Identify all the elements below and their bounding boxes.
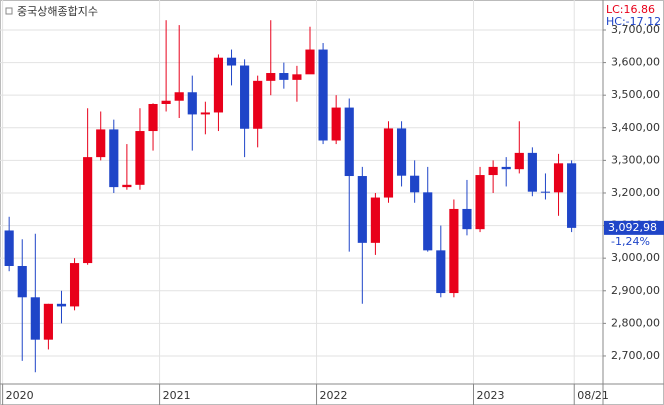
candle-body xyxy=(253,80,263,129)
y-tick-label: 3,700,00 xyxy=(611,23,660,36)
candle-body xyxy=(200,112,210,115)
candle-body xyxy=(240,65,250,129)
candle-body xyxy=(43,303,53,340)
candle-body xyxy=(567,163,577,228)
x-tick-label: 2020 xyxy=(6,389,34,402)
x-tick-label: 2022 xyxy=(320,389,348,402)
candle-body xyxy=(410,175,420,193)
candle-body xyxy=(17,265,27,298)
y-tick-label: 3,200,00 xyxy=(611,186,660,199)
y-tick-label: 3,300,00 xyxy=(611,153,660,166)
y-tick-label: 3,600,00 xyxy=(611,56,660,69)
candle-body xyxy=(161,100,171,104)
y-tick-label: 3,000,00 xyxy=(611,251,660,264)
y-tick-label: 3,400,00 xyxy=(611,121,660,134)
y-tick-label: 2,800,00 xyxy=(611,316,660,329)
candle-body xyxy=(4,230,14,266)
candle-body xyxy=(96,129,106,158)
candle-body xyxy=(318,49,328,141)
candle-body xyxy=(527,152,537,192)
y-tick-label: 2,700,00 xyxy=(611,349,660,362)
change-label: -1,24% xyxy=(611,235,650,248)
hc-label: HC:-17.12 xyxy=(606,15,661,28)
candle-body xyxy=(122,184,132,188)
candle-body xyxy=(187,92,197,115)
x-tick-label: 08/21 xyxy=(577,389,609,402)
legend-icon xyxy=(5,7,13,15)
candle-body xyxy=(553,163,564,193)
candle-body xyxy=(396,128,407,176)
candle-body xyxy=(174,92,184,101)
candle-body xyxy=(292,74,302,80)
candle-body xyxy=(213,57,224,113)
candle-body xyxy=(226,57,237,66)
candle-body xyxy=(423,192,433,251)
last-price-box xyxy=(604,220,664,235)
candle-body xyxy=(501,166,511,170)
grid xyxy=(0,0,603,384)
candle-body xyxy=(449,208,459,294)
candle-body xyxy=(135,131,145,185)
last-price-label: 3,092,98 xyxy=(608,221,657,234)
candle-body xyxy=(83,157,93,264)
candle-body xyxy=(370,197,380,243)
candle-body xyxy=(148,103,158,132)
x-tick-label: 2021 xyxy=(163,389,191,402)
candle-body xyxy=(69,263,80,307)
candle-body xyxy=(357,176,367,243)
candle-body xyxy=(56,303,67,307)
candle-body xyxy=(109,129,119,188)
candle-body xyxy=(475,175,485,230)
y-tick-label: 3,500,00 xyxy=(611,88,660,101)
x-tick-label: 2023 xyxy=(477,389,505,402)
y-tick-label: 2,900,00 xyxy=(611,284,660,297)
candles xyxy=(4,20,577,373)
candle-body xyxy=(331,107,341,141)
candle-body xyxy=(540,191,551,193)
candle-body xyxy=(488,166,498,176)
candle-body xyxy=(30,297,40,340)
candle-body xyxy=(266,73,276,81)
candle-body xyxy=(279,73,289,80)
candle-body xyxy=(462,208,472,230)
lc-label: LC:16.86 xyxy=(606,3,655,16)
candle-body xyxy=(305,49,315,75)
candle-body xyxy=(514,152,524,170)
candle-body xyxy=(383,128,394,198)
candle-body xyxy=(344,107,354,177)
candle-body xyxy=(436,250,446,294)
chart-title: 중국상해종합지수 xyxy=(17,4,98,18)
